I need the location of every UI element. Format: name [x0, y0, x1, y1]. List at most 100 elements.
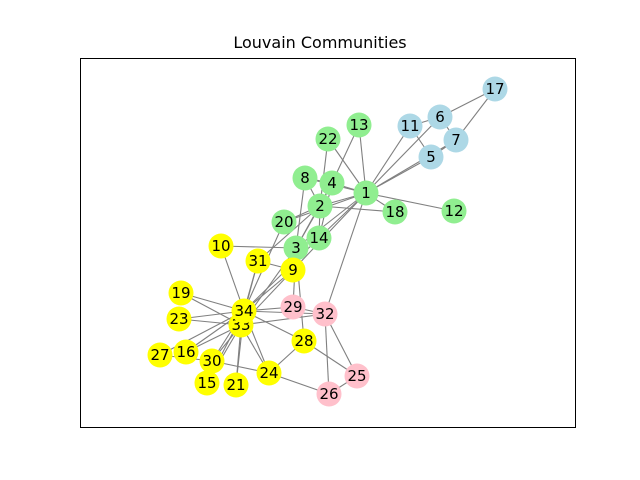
- node-circle: [316, 381, 342, 407]
- node-label: 14: [309, 229, 328, 247]
- node-circle: [280, 294, 306, 320]
- node-label: 3: [291, 239, 301, 257]
- edge-1-7: [365, 139, 457, 194]
- node-circle: [306, 225, 332, 251]
- node-32: 32: [312, 301, 338, 327]
- node-label: 5: [426, 148, 436, 166]
- node-circle: [292, 165, 318, 191]
- edge-1-11: [365, 125, 411, 194]
- node-circle: [344, 363, 370, 389]
- node-27: 27: [147, 342, 173, 368]
- node-19: 19: [168, 280, 194, 306]
- node-label: 12: [444, 202, 463, 220]
- node-circle: [397, 113, 423, 139]
- node-circle: [315, 126, 341, 152]
- node-label: 22: [318, 130, 337, 148]
- node-18: 18: [382, 199, 408, 225]
- node-circle: [194, 370, 220, 396]
- node-11: 11: [397, 113, 423, 139]
- node-label: 20: [274, 213, 293, 231]
- node-circle: [443, 127, 469, 153]
- node-label: 16: [176, 343, 195, 361]
- node-label: 30: [202, 352, 221, 370]
- node-label: 24: [259, 364, 278, 382]
- node-circle: [319, 170, 345, 196]
- node-label: 18: [385, 203, 404, 221]
- node-9: 9: [280, 257, 306, 283]
- edge-2-31: [257, 205, 321, 262]
- edge-2-18: [319, 205, 396, 213]
- node-label: 21: [226, 376, 245, 394]
- node-17: 17: [482, 76, 508, 102]
- node-label: 28: [294, 332, 313, 350]
- node-15: 15: [194, 370, 220, 396]
- node-label: 31: [248, 252, 267, 270]
- node-circle: [482, 76, 508, 102]
- edge-26-32: [324, 313, 330, 395]
- node-34: 34: [231, 298, 257, 324]
- node-label: 29: [283, 298, 302, 316]
- node-label: 10: [211, 237, 230, 255]
- node-label: 32: [315, 305, 334, 323]
- plot-frame: [80, 58, 576, 428]
- node-circle: [291, 328, 317, 354]
- edge-1-32: [324, 192, 367, 315]
- node-circle: [168, 280, 194, 306]
- node-29: 29: [280, 294, 306, 320]
- node-circle: [427, 104, 453, 130]
- node-label: 15: [197, 374, 216, 392]
- node-circle: [208, 233, 234, 259]
- node-24: 24: [256, 360, 282, 386]
- chart-title: Louvain Communities: [233, 33, 407, 52]
- node-10: 10: [208, 233, 234, 259]
- node-21: 21: [223, 372, 249, 398]
- node-circle: [312, 301, 338, 327]
- node-circle: [382, 199, 408, 225]
- node-22: 22: [315, 126, 341, 152]
- node-label: 19: [171, 284, 190, 302]
- node-23: 23: [166, 306, 192, 332]
- edge-3-10: [220, 245, 297, 249]
- node-circle: [441, 198, 467, 224]
- node-28: 28: [291, 328, 317, 354]
- node-circle: [307, 193, 333, 219]
- node-label: 27: [150, 346, 169, 364]
- edge-32-33: [240, 313, 326, 326]
- node-circle: [283, 235, 309, 261]
- node-label: 6: [435, 108, 445, 126]
- edge-27-34: [159, 310, 245, 356]
- node-label: 8: [300, 169, 310, 187]
- edge-1-12: [365, 192, 455, 212]
- node-5: 5: [418, 144, 444, 170]
- node-circle: [256, 360, 282, 386]
- node-circle: [245, 248, 271, 274]
- node-label: 11: [400, 117, 419, 135]
- node-30: 30: [199, 348, 225, 374]
- node-7: 7: [443, 127, 469, 153]
- node-label: 23: [169, 310, 188, 328]
- node-25: 25: [344, 363, 370, 389]
- node-label: 2: [315, 197, 325, 215]
- node-label: 13: [349, 116, 368, 134]
- node-20: 20: [271, 209, 297, 235]
- node-6: 6: [427, 104, 453, 130]
- node-26: 26: [316, 381, 342, 407]
- node-circle: [231, 298, 257, 324]
- node-label: 17: [485, 80, 504, 98]
- node-circle: [166, 306, 192, 332]
- node-circle: [147, 342, 173, 368]
- node-label: 34: [234, 302, 253, 320]
- node-2: 2: [307, 193, 333, 219]
- node-4: 4: [319, 170, 345, 196]
- node-circle: [418, 144, 444, 170]
- node-13: 13: [346, 112, 372, 138]
- node-12: 12: [441, 198, 467, 224]
- node-circle: [346, 112, 372, 138]
- node-16: 16: [173, 339, 199, 365]
- node-1: 1: [353, 180, 379, 206]
- node-3: 3: [283, 235, 309, 261]
- node-circle: [173, 339, 199, 365]
- node-8: 8: [292, 165, 318, 191]
- node-circle: [353, 180, 379, 206]
